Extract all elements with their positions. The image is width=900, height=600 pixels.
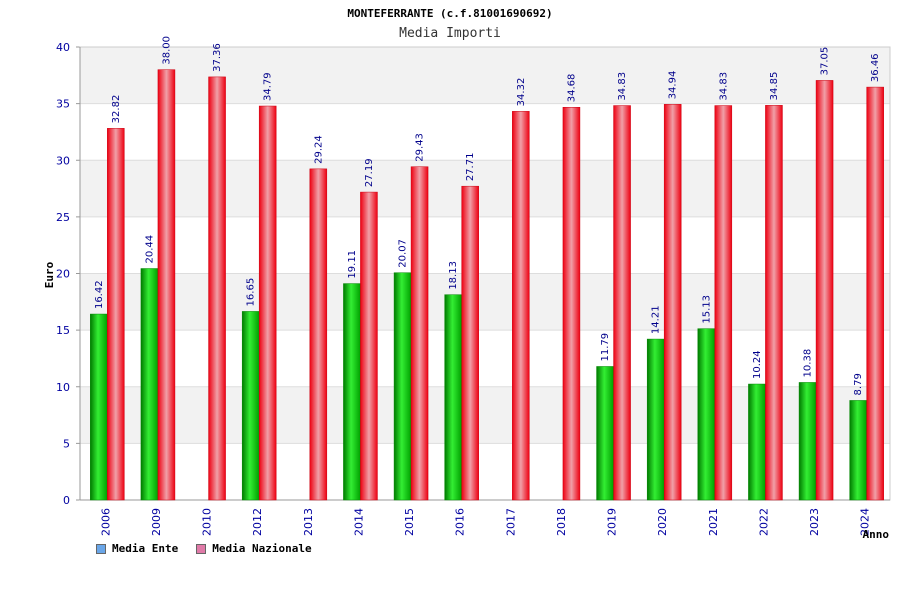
x-tick-label: 2016	[454, 508, 467, 536]
legend-swatch-ente	[96, 543, 106, 554]
data-label: 29.43	[415, 133, 426, 162]
y-axis-label: Euro	[43, 261, 56, 288]
data-label: 32.82	[111, 95, 122, 124]
chart-subtitle: Media Importi	[399, 26, 501, 41]
x-tick-label: 2022	[757, 508, 770, 536]
x-tick-label: 2023	[808, 508, 821, 536]
legend-swatch-nazionale	[196, 543, 207, 554]
data-label: 29.24	[313, 135, 324, 164]
y-tick-label: 25	[56, 211, 70, 224]
data-label: 37.36	[212, 43, 223, 72]
data-label: 34.83	[617, 72, 628, 101]
bar-media-nazionale	[461, 185, 479, 501]
bar-media-ente	[393, 272, 412, 501]
x-axis-label: Anno	[863, 528, 890, 541]
bar-media-nazionale	[765, 105, 783, 501]
bar-media-nazionale	[714, 105, 733, 501]
x-tick-label: 2013	[302, 508, 315, 536]
bar-media-ente	[241, 311, 260, 501]
y-tick-label: 0	[63, 494, 70, 507]
chart-title: MONTEFERRANTE (c.f.81001690692)	[347, 7, 552, 20]
x-tick-label: 2014	[352, 508, 365, 536]
data-label: 8.79	[853, 373, 864, 395]
bar-media-nazionale	[309, 168, 328, 501]
y-tick-label: 35	[56, 98, 70, 111]
bar-media-nazionale	[866, 86, 884, 501]
bar-media-ente	[646, 338, 665, 501]
data-label: 14.21	[651, 305, 662, 334]
bar-media-nazionale	[107, 128, 125, 501]
bar-media-nazionale	[157, 69, 176, 501]
bar-media-nazionale	[613, 105, 631, 501]
data-label: 20.44	[144, 235, 155, 264]
data-label: 15.13	[701, 295, 712, 324]
x-tick-label: 2017	[504, 508, 517, 536]
plot-area: 0 5 10 15 20 25 30 35 40 16.42 32.82 2006 20.44 38.00…	[56, 36, 891, 536]
data-label: 18.13	[448, 261, 459, 290]
bar-media-nazionale	[410, 166, 429, 501]
data-label: 20.07	[398, 239, 409, 268]
y-tick-label: 30	[56, 154, 70, 167]
data-label: 34.79	[263, 72, 274, 101]
x-tick-label: 2024	[859, 508, 872, 536]
legend: Media Ente Media Nazionale	[96, 542, 312, 555]
bar-media-ente	[444, 294, 462, 501]
bar-media-nazionale	[258, 105, 277, 501]
x-tick-label: 2015	[403, 508, 416, 536]
x-tick-label: 2012	[251, 508, 264, 536]
bar-media-nazionale	[562, 106, 581, 501]
data-label: 10.38	[803, 349, 814, 378]
data-label: 27.71	[465, 153, 476, 182]
bar-media-ente	[596, 366, 614, 501]
bar-media-ente	[343, 283, 361, 501]
data-label: 11.79	[600, 333, 611, 362]
bar-media-nazionale	[815, 80, 834, 501]
bar-media-nazionale	[663, 104, 682, 501]
x-tick-label: 2019	[606, 508, 619, 536]
bar-media-nazionale	[208, 76, 226, 501]
x-tick-label: 2021	[707, 508, 720, 536]
x-tick-label: 2018	[555, 508, 568, 536]
bar-media-ente	[90, 313, 108, 501]
bar-media-ente	[748, 383, 766, 501]
data-label: 38.00	[161, 36, 172, 65]
x-tick-label: 2006	[99, 508, 112, 536]
data-label: 34.83	[718, 72, 729, 101]
data-label: 10.24	[752, 350, 763, 379]
legend-item-ente: Media Ente	[96, 542, 178, 555]
data-label: 36.46	[870, 53, 881, 82]
data-label: 16.65	[246, 278, 257, 307]
data-label: 27.19	[364, 158, 375, 187]
y-tick-label: 15	[56, 324, 70, 337]
data-label: 34.94	[668, 71, 679, 100]
bar-media-ente	[798, 382, 817, 501]
bar-media-ente	[140, 268, 159, 501]
data-label: 19.11	[347, 250, 358, 279]
legend-item-nazionale: Media Nazionale	[196, 542, 312, 555]
bar-media-ente	[849, 400, 867, 501]
bar-media-nazionale	[360, 191, 378, 501]
legend-label-nazionale: Media Nazionale	[212, 542, 312, 555]
y-tick-label: 20	[56, 268, 70, 281]
data-label: 37.05	[820, 47, 831, 76]
data-label: 34.85	[769, 72, 780, 101]
data-label: 16.42	[94, 280, 105, 309]
data-label: 34.68	[566, 74, 577, 103]
y-tick-label: 10	[56, 381, 70, 394]
bar-media-nazionale	[512, 111, 530, 501]
x-tick-label: 2020	[656, 508, 669, 536]
y-tick-label: 40	[56, 41, 70, 54]
bar-media-ente	[697, 328, 716, 501]
legend-label-ente: Media Ente	[112, 542, 179, 555]
y-tick-label: 5	[63, 437, 70, 450]
x-tick-label: 2009	[150, 508, 163, 536]
x-tick-label: 2010	[201, 508, 214, 536]
data-label: 34.32	[516, 78, 527, 107]
